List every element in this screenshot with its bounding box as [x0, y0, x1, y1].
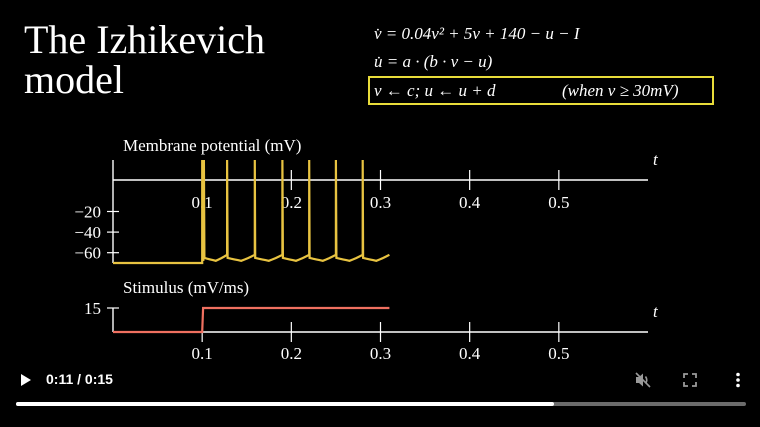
- equation-reset-condition: (when v ≥ 30mV): [562, 81, 679, 100]
- y-tick-label: −20: [74, 203, 101, 222]
- chart-title: Membrane potential (mV): [123, 136, 301, 155]
- slide-title: The Izhikevich model: [24, 20, 265, 100]
- equation-reset: v ← c; u ← u + d: [374, 81, 496, 100]
- x-tick-label: 0.2: [281, 193, 302, 212]
- x-tick-label: 0.4: [459, 193, 481, 212]
- fullscreen-icon[interactable]: [681, 371, 699, 389]
- play-icon[interactable]: [18, 372, 34, 388]
- x-tick-label: 0.3: [370, 344, 391, 360]
- x-tick-label: 0.1: [192, 344, 213, 360]
- x-tick-label: 0.5: [548, 344, 569, 360]
- x-tick-label: 0.5: [548, 193, 569, 212]
- y-tick-label: −40: [74, 223, 101, 242]
- progress-bar[interactable]: [16, 402, 746, 406]
- stimulus-chart: Stimulus (mV/ms) t 0.1 0.2 0.3 0.4 0.5 15: [84, 278, 659, 360]
- x-tick-label: 0.2: [281, 344, 302, 360]
- x-tick-label: 0.4: [459, 344, 481, 360]
- charts-area: Membrane potential (mV) t 0.1 0.2 0.3 0.4 0.5 −…: [74, 136, 659, 360]
- title-line-2: model: [24, 57, 124, 102]
- more-options-icon[interactable]: [729, 371, 747, 389]
- mute-icon[interactable]: [634, 371, 652, 389]
- y-tick-label: −60: [74, 244, 101, 263]
- x-axis-label: t: [653, 150, 659, 169]
- video-controls: 0:11 / 0:15: [0, 360, 760, 427]
- x-tick-label: 0.3: [370, 193, 391, 212]
- time-display: 0:11 / 0:15: [46, 371, 113, 387]
- y-tick-label: 15: [84, 299, 101, 318]
- progress-bar-played: [16, 402, 554, 406]
- membrane-potential-chart: Membrane potential (mV)t0.1 0.2 0.3 0.4 0.5−…: [74, 136, 659, 265]
- x-axis-label: t: [653, 302, 659, 321]
- chart-title: Stimulus (mV/ms): [123, 278, 249, 297]
- membrane-potential-line: [113, 159, 390, 265]
- stimulus-line: [113, 306, 390, 334]
- reset-rule-highlight-box: [368, 76, 714, 105]
- equation-v-dot: v̇ = 0.04v² + 5v + 140 − u − I: [374, 24, 580, 43]
- equation-u-dot: u̇ = a · (b · v − u): [374, 52, 493, 71]
- title-line-1: The Izhikevich: [24, 17, 265, 62]
